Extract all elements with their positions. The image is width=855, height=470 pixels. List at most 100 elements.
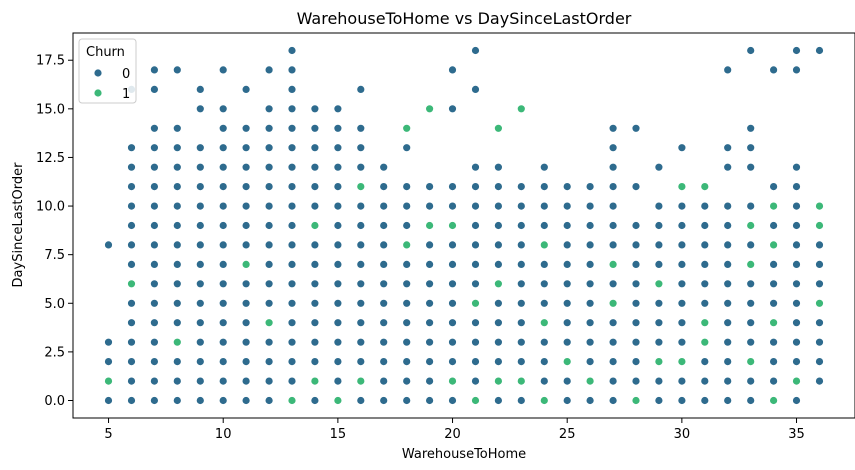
data-point-churn-0-72 xyxy=(218,279,228,289)
data-point-churn-1-45 xyxy=(769,201,778,211)
data-point-churn-0-209 xyxy=(425,240,435,250)
data-point-churn-1-48 xyxy=(815,221,824,230)
data-point-churn-0-283 xyxy=(585,318,595,328)
data-point-churn-0-29 xyxy=(149,182,159,192)
data-point-churn-0-389 xyxy=(792,201,801,211)
data-point-churn-0-25 xyxy=(149,259,159,269)
data-point-churn-0-303 xyxy=(608,123,618,133)
data-point-churn-0-85 xyxy=(241,357,251,367)
data-point-churn-0-159 xyxy=(333,143,343,153)
data-point-churn-0-71 xyxy=(218,298,228,308)
data-point-churn-0-321 xyxy=(654,240,664,250)
data-point-churn-0-314 xyxy=(631,123,641,133)
data-point-churn-0-231 xyxy=(471,221,480,230)
data-point-churn-0-147 xyxy=(333,376,343,386)
data-point-churn-0-82 xyxy=(218,65,228,75)
data-point-churn-0-161 xyxy=(333,104,343,114)
data-point-churn-0-347 xyxy=(723,357,733,367)
data-point-churn-0-67 xyxy=(218,376,228,386)
data-point-churn-0-242 xyxy=(493,259,503,269)
data-point-churn-0-253 xyxy=(516,279,526,289)
data-point-churn-0-332 xyxy=(677,240,687,250)
data-point-churn-0-331 xyxy=(677,259,687,269)
legend-box xyxy=(78,38,137,104)
data-point-churn-0-98 xyxy=(264,396,274,405)
y-tick-label: 15.0 xyxy=(36,102,65,117)
data-point-churn-0-326 xyxy=(677,376,687,386)
data-point-churn-1-19 xyxy=(493,376,503,386)
data-point-churn-0-243 xyxy=(493,240,503,250)
data-point-churn-0-255 xyxy=(516,240,526,250)
data-point-churn-0-18 xyxy=(149,396,159,405)
data-point-churn-1-7 xyxy=(310,221,320,230)
data-point-churn-0-398 xyxy=(815,279,824,289)
x-tick-label: 5 xyxy=(104,427,112,442)
data-point-churn-0-343 xyxy=(700,221,710,230)
data-point-churn-0-377 xyxy=(769,221,778,230)
x-tick-label: 10 xyxy=(215,427,232,442)
data-point-churn-0-382 xyxy=(792,337,801,347)
data-point-churn-0-80 xyxy=(218,123,228,133)
data-point-churn-0-50 xyxy=(195,396,205,405)
data-point-churn-0-259 xyxy=(539,376,549,386)
data-point-churn-1-32 xyxy=(654,357,664,367)
data-point-churn-0-42 xyxy=(172,240,182,250)
data-point-churn-0-14 xyxy=(127,182,136,192)
data-point-churn-0-289 xyxy=(585,201,595,211)
data-point-churn-0-276 xyxy=(562,240,572,250)
data-point-churn-0-44 xyxy=(172,201,182,211)
data-point-churn-0-264 xyxy=(539,259,549,269)
data-point-churn-0-369 xyxy=(746,123,756,133)
data-point-churn-0-211 xyxy=(425,182,435,192)
data-point-churn-0-261 xyxy=(539,337,549,347)
data-point-churn-1-18 xyxy=(471,298,480,308)
data-point-churn-0-46 xyxy=(172,162,182,172)
data-point-churn-0-94 xyxy=(241,162,251,172)
data-point-churn-0-189 xyxy=(402,396,412,405)
data-point-churn-0-119 xyxy=(287,279,297,289)
y-tick-label: 7.5 xyxy=(44,248,65,263)
legend-marker-0 xyxy=(93,68,103,78)
data-point-churn-0-152 xyxy=(333,279,343,289)
data-point-churn-0-193 xyxy=(402,318,412,328)
data-point-churn-0-47 xyxy=(172,143,182,153)
data-point-churn-0-54 xyxy=(195,318,205,328)
data-point-churn-0-51 xyxy=(195,376,205,386)
data-point-churn-0-230 xyxy=(471,240,480,250)
data-point-churn-0-77 xyxy=(218,182,228,192)
data-point-churn-0-185 xyxy=(379,221,389,230)
data-point-churn-0-390 xyxy=(792,182,801,192)
data-point-churn-0-59 xyxy=(195,221,205,230)
y-tick-label: 0.0 xyxy=(44,394,65,409)
data-point-churn-0-166 xyxy=(356,298,366,308)
data-point-churn-0-122 xyxy=(287,221,297,230)
data-point-churn-0-241 xyxy=(493,298,503,308)
y-tick-label: 12.5 xyxy=(36,151,65,166)
data-point-churn-0-274 xyxy=(562,279,572,289)
data-point-churn-0-103 xyxy=(264,279,274,289)
data-point-churn-0-153 xyxy=(333,259,343,269)
data-point-churn-0-156 xyxy=(333,201,343,211)
data-point-churn-0-142 xyxy=(310,182,320,192)
data-point-churn-0-170 xyxy=(356,221,366,230)
data-point-churn-0-315 xyxy=(654,396,664,405)
data-point-churn-0-296 xyxy=(608,279,618,289)
data-point-churn-0-49 xyxy=(172,65,182,75)
data-point-churn-0-371 xyxy=(769,376,778,386)
data-point-churn-0-158 xyxy=(333,162,343,172)
data-point-churn-1-14 xyxy=(425,104,435,114)
data-point-churn-0-327 xyxy=(677,337,687,347)
data-point-churn-0-73 xyxy=(218,259,228,269)
data-point-churn-0-337 xyxy=(700,376,710,386)
data-point-churn-0-227 xyxy=(471,318,480,328)
data-point-churn-0-335 xyxy=(677,143,687,153)
data-point-churn-0-180 xyxy=(379,318,389,328)
data-point-churn-0-38 xyxy=(172,318,182,328)
data-point-churn-0-84 xyxy=(241,376,251,386)
data-point-churn-0-393 xyxy=(792,46,801,55)
data-point-churn-0-355 xyxy=(723,201,733,211)
data-point-churn-0-373 xyxy=(769,337,778,347)
data-point-churn-0-179 xyxy=(379,337,389,347)
data-point-churn-0-220 xyxy=(448,201,457,211)
